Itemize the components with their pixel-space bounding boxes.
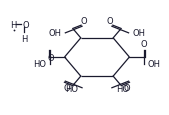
Text: O: O [23, 20, 30, 29]
Text: O: O [107, 16, 114, 25]
Text: O: O [64, 83, 70, 92]
Text: HO: HO [116, 84, 129, 93]
Text: HO: HO [33, 60, 46, 68]
Text: OH: OH [148, 60, 161, 68]
Text: H: H [21, 34, 28, 43]
Text: HO: HO [65, 84, 78, 93]
Text: O: O [47, 53, 54, 62]
Text: O: O [124, 83, 130, 92]
Text: O: O [80, 16, 87, 25]
Text: OH: OH [133, 29, 146, 37]
Text: H: H [10, 20, 17, 29]
Text: O: O [140, 40, 147, 49]
Text: OH: OH [48, 29, 61, 37]
